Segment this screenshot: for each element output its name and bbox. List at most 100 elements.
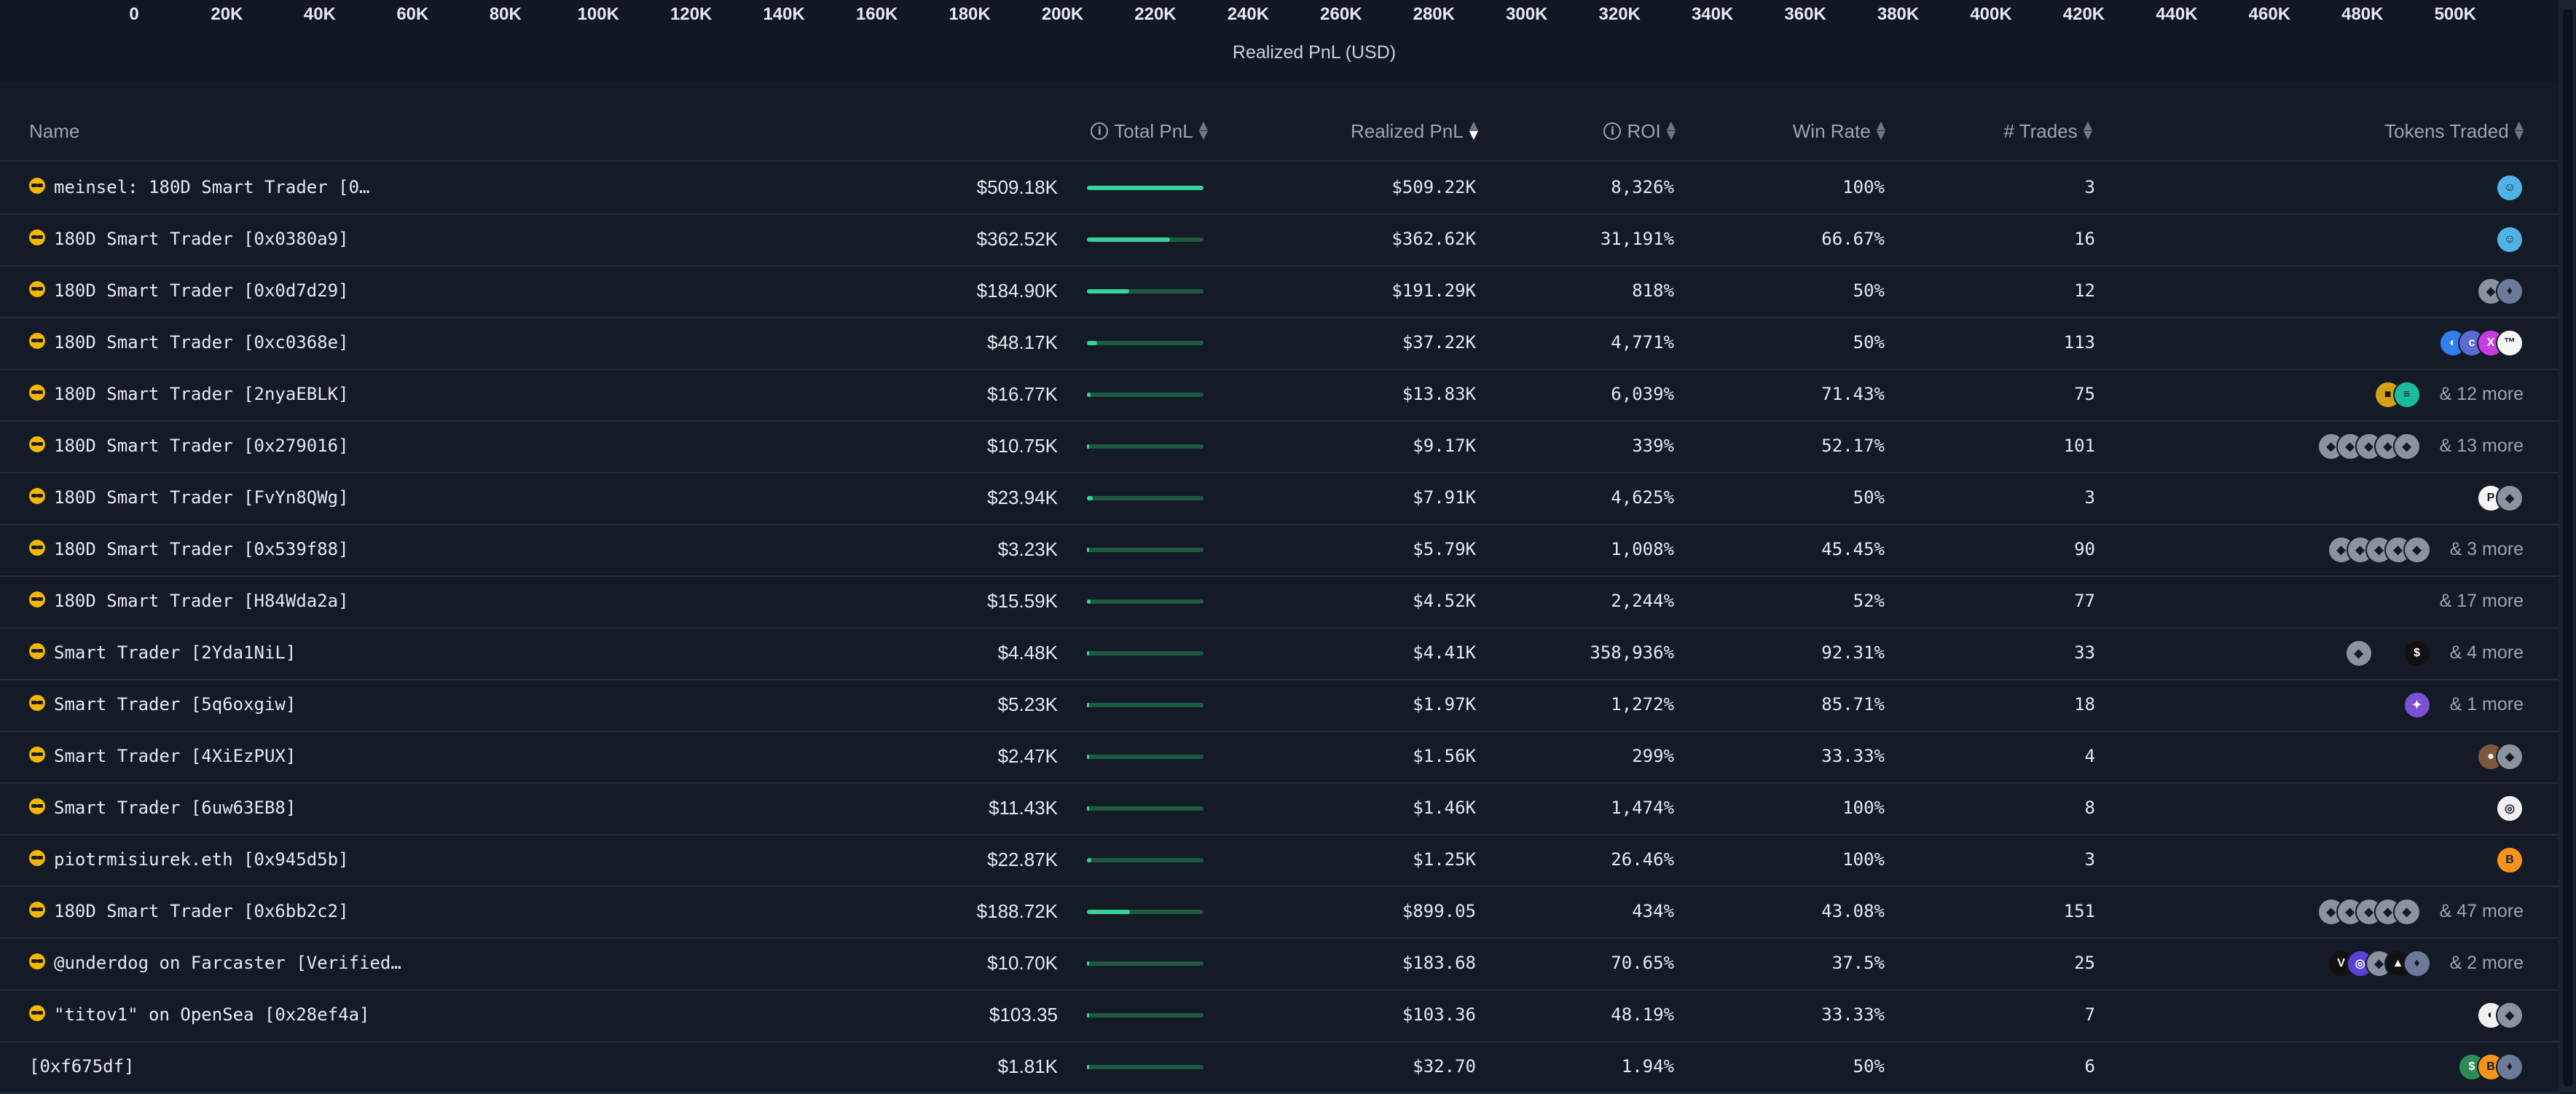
scrollbar-thumb[interactable] (2563, 9, 2573, 1087)
total-pnl-value: $16.77K (987, 383, 1058, 405)
column-header-trades[interactable]: # Trades ▲ ▼ (2004, 102, 2092, 160)
trader-name[interactable]: Smart Trader [2Yda1NiL] (29, 627, 830, 679)
trader-name[interactable]: piotrmisiurek.eth [0x945d5b] (29, 834, 830, 886)
trader-name[interactable]: Smart Trader [4XiEzPUX] (29, 731, 830, 782)
total-pnl-bar-fill (1087, 858, 1092, 862)
trader-name[interactable]: [0xf675df] (29, 1041, 830, 1093)
more-tokens-link[interactable]: & 12 more (2439, 384, 2524, 404)
table-row[interactable]: 180D Smart Trader [2nyaEBLK] $16.77K $13.8… (0, 369, 2559, 422)
more-tokens-link[interactable]: & 47 more (2439, 901, 2524, 921)
table-row[interactable]: 180D Smart Trader [H84Wda2a] $15.59K $4.52… (0, 575, 2559, 629)
generic-token-icon[interactable]: ◆ (2392, 432, 2421, 460)
more-tokens-link[interactable]: & 4 more (2449, 642, 2524, 663)
table-row[interactable]: Smart Trader [6uw63EB8] $11.43K $1.46K 1,47… (0, 782, 2559, 835)
purple-token-icon[interactable]: ✦ (2403, 690, 2431, 719)
bitcoin-token-icon[interactable]: B (2496, 846, 2524, 874)
column-header-win-rate[interactable]: Win Rate ▲ ▼ (1793, 102, 1885, 160)
table-row[interactable]: Smart Trader [2Yda1NiL] $4.48K $4.41K 358,9… (0, 627, 2559, 680)
trader-label: 180D Smart Trader [0x0380a9] (54, 229, 349, 249)
trader-name[interactable]: 180D Smart Trader [FvYn8QWg] (29, 472, 830, 524)
s-token-icon[interactable]: $ (2403, 639, 2431, 667)
column-header-realized-pnl[interactable]: Realized PnL ▲ ▼ (1351, 102, 1478, 160)
total-pnl-bar (1087, 444, 1203, 449)
table-row[interactable]: 180D Smart Trader [0x0380a9] $362.52K $362… (0, 213, 2559, 267)
table-row[interactable]: @underdog on Farcaster [Verified… $10.70K… (0, 937, 2559, 991)
table-row[interactable]: 180D Smart Trader [0x6bb2c2] $188.72K $899… (0, 886, 2559, 939)
column-header-roi[interactable]: i ROI ▲ ▼ (1603, 102, 1676, 160)
table-row[interactable]: Smart Trader [4XiEzPUX] $2.47K $1.56K 299% 3… (0, 731, 2559, 784)
sort-icon[interactable]: ▲ ▼ (1876, 118, 1885, 142)
total-pnl-bar (1087, 237, 1203, 242)
table-row[interactable]: piotrmisiurek.eth [0x945d5b] $22.87K $1.25… (0, 834, 2559, 887)
realized-pnl-value: $4.41K (1413, 642, 1476, 663)
generic-token-icon[interactable]: ◆ (2496, 484, 2524, 512)
trader-name[interactable]: 180D Smart Trader [0x539f88] (29, 524, 830, 575)
sort-icon[interactable]: ▲ ▼ (2083, 118, 2092, 142)
smiley-token-icon[interactable]: ☺ (2496, 225, 2524, 253)
trader-name[interactable]: "titov1" on OpenSea [0x28ef4a] (29, 989, 830, 1041)
realized-pnl-value: $899.05 (1402, 901, 1476, 921)
smiley-token-icon[interactable]: ☺ (2496, 173, 2524, 202)
trader-label: 180D Smart Trader [0x539f88] (54, 539, 349, 559)
ethereum-token-icon[interactable]: ♦ (2496, 277, 2524, 305)
trader-name[interactable]: 180D Smart Trader [0x6bb2c2] (29, 886, 830, 937)
generic-token-icon[interactable]: ◆ (2496, 742, 2524, 771)
tokens-traded: ☺ (2496, 162, 2524, 213)
white-token-icon[interactable]: ◎ (2496, 794, 2524, 822)
sort-icon[interactable]: ▲ ▼ (1666, 118, 1676, 142)
roi-value: 2,244% (1611, 591, 1674, 611)
table-row[interactable]: "titov1" on OpenSea [0x28ef4a] $103.35 $10… (0, 989, 2559, 1042)
sort-desc-icon[interactable]: ▲ ▼ (1469, 118, 1478, 142)
axis-tick-label: 0 (129, 4, 139, 24)
table-row[interactable]: 180D Smart Trader [0x279016] $10.75K $9.17… (0, 420, 2559, 473)
trader-name[interactable]: meinsel: 180D Smart Trader [0… (29, 162, 830, 213)
axis-tick-label: 320K (1598, 4, 1641, 24)
column-header-total-pnl[interactable]: i Total PnL ▲ ▼ (1091, 102, 1208, 160)
trader-name[interactable]: 180D Smart Trader [0x279016] (29, 420, 830, 472)
ethereum-token-icon[interactable]: ♦ (2496, 1052, 2524, 1081)
realized-pnl-value: $362.62K (1391, 229, 1476, 249)
trader-name[interactable]: 180D Smart Trader [0xc0368e] (29, 317, 830, 369)
more-tokens-link[interactable]: & 1 more (2449, 694, 2524, 715)
table-row[interactable]: 180D Smart Trader [0x539f88] $3.23K $5.79K… (0, 524, 2559, 577)
table-row[interactable]: 180D Smart Trader [0x0d7d29] $184.90K $191… (0, 265, 2559, 318)
column-header-tokens-traded[interactable]: Tokens Traded ▲ ▼ (2384, 102, 2524, 160)
trader-name[interactable]: @underdog on Farcaster [Verified… (29, 937, 830, 989)
total-pnl-bar-fill (1087, 393, 1091, 397)
more-tokens-link[interactable]: & 3 more (2449, 539, 2524, 559)
table-row[interactable]: [0xf675df] $1.81K $32.70 1.94% 50% 6 $ B ♦ (0, 1041, 2559, 1094)
trader-name[interactable]: Smart Trader [5q6oxgiw] (29, 679, 830, 731)
sort-icon[interactable]: ▲ ▼ (2514, 118, 2524, 142)
total-pnl-value: $22.87K (987, 849, 1058, 870)
tm-token-icon[interactable]: ™ (2496, 328, 2524, 357)
table-row[interactable]: 180D Smart Trader [0xc0368e] $48.17K $37.2… (0, 317, 2559, 370)
win-rate-value: 66.67% (1821, 229, 1885, 249)
token-icon-stack: ● ◆ (2477, 742, 2524, 771)
trader-name[interactable]: 180D Smart Trader [H84Wda2a] (29, 575, 830, 627)
more-tokens-link[interactable]: & 17 more (2439, 591, 2524, 611)
trader-name[interactable]: 180D Smart Trader [2nyaEBLK] (29, 369, 830, 420)
total-pnl-value: $11.43K (989, 797, 1058, 819)
trader-label: 180D Smart Trader [FvYn8QWg] (54, 487, 349, 508)
info-icon[interactable]: i (1091, 122, 1109, 141)
teal-token-icon[interactable]: ≡ (2392, 380, 2421, 409)
table-row[interactable]: meinsel: 180D Smart Trader [0… $509.18K $5… (0, 162, 2559, 215)
generic-token-icon[interactable]: ◆ (2496, 1001, 2524, 1029)
trader-label: @underdog on Farcaster [Verified… (54, 953, 401, 973)
trader-name[interactable]: 180D Smart Trader [0x0d7d29] (29, 265, 830, 317)
scrollbar[interactable] (2559, 0, 2576, 1093)
generic-token-icon[interactable]: ◆ (2392, 897, 2421, 926)
generic-token-icon[interactable]: ◆ (2344, 639, 2373, 667)
column-header-name[interactable]: Name (29, 102, 79, 160)
info-icon[interactable]: i (1603, 122, 1622, 141)
generic-token-icon[interactable]: ◆ (2403, 535, 2431, 564)
ethereum-token-icon[interactable]: ♦ (2403, 949, 2431, 977)
table-row[interactable]: 180D Smart Trader [FvYn8QWg] $23.94K $7.91… (0, 472, 2559, 525)
more-tokens-link[interactable]: & 13 more (2439, 436, 2524, 456)
sort-icon[interactable]: ▲ ▼ (1198, 118, 1208, 142)
trader-name[interactable]: 180D Smart Trader [0x0380a9] (29, 213, 830, 265)
more-tokens-link[interactable]: & 2 more (2449, 953, 2524, 973)
table-row[interactable]: Smart Trader [5q6oxgiw] $5.23K $1.97K 1,272… (0, 679, 2559, 732)
column-label: Win Rate (1792, 120, 1871, 142)
trader-name[interactable]: Smart Trader [6uw63EB8] (29, 782, 830, 834)
